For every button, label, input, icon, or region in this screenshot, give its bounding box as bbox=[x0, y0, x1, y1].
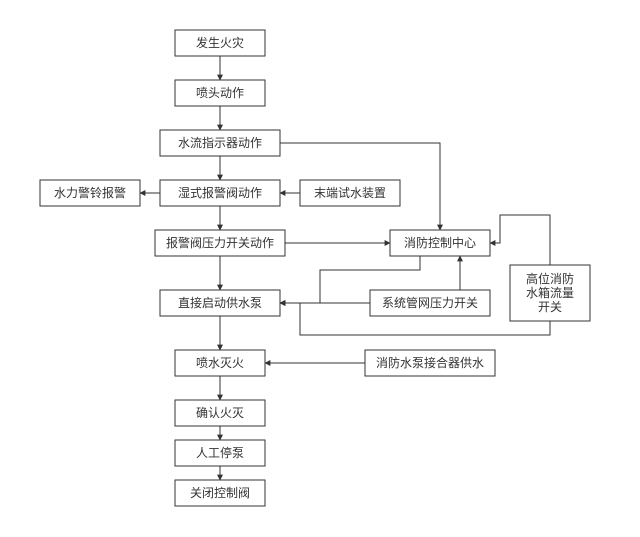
node-label: 发生火灾 bbox=[196, 35, 244, 50]
node-label: 喷水灭火 bbox=[196, 356, 244, 370]
node-label: 确认火灭 bbox=[196, 406, 244, 420]
node-label: 水箱流量 bbox=[526, 285, 574, 300]
node-label: 开关 bbox=[538, 300, 562, 314]
node-label: 高位消防 bbox=[526, 271, 574, 286]
node-label: 水力警铃报警 bbox=[54, 185, 126, 200]
node-label: 末端试水装置 bbox=[314, 185, 386, 200]
flowchart-node-n2: 喷头动作 bbox=[175, 80, 265, 106]
flowchart-node-n8: 消防控制中心 bbox=[390, 230, 490, 256]
node-label: 喷头动作 bbox=[196, 86, 244, 100]
node-label: 湿式报警阀动作 bbox=[178, 185, 262, 200]
node-label: 消防控制中心 bbox=[404, 235, 476, 250]
flowchart-node-n5: 湿式报警阀动作 bbox=[160, 180, 280, 206]
flowchart-node-n14: 确认火灭 bbox=[175, 400, 265, 426]
flowchart-node-n7: 报警阀压力开关动作 bbox=[155, 230, 285, 256]
flowchart-canvas: 发生火灾喷头动作水流指示器动作水力警铃报警 湿式报警阀动作 末端试水装置报警阀压力开… bbox=[0, 0, 640, 537]
flowchart-node-n12: 喷水灭火 bbox=[175, 350, 265, 376]
node-label: 水流指示器动作 bbox=[178, 135, 262, 150]
node-label: 系统管网压力开关 bbox=[382, 295, 478, 310]
flowchart-node-n3: 水流指示器动作 bbox=[160, 130, 280, 156]
flowchart-edge bbox=[490, 215, 550, 265]
flowchart-node-n9: 直接启动供水泵 bbox=[160, 290, 280, 316]
node-label: 报警阀压力开关动作 bbox=[166, 235, 274, 250]
flowchart-node-n10: 系统管网压力开关 bbox=[370, 290, 490, 316]
flowchart-node-n1: 发生火灾 bbox=[175, 30, 265, 56]
flowchart-node-n4: 水力警铃报警 bbox=[40, 180, 140, 206]
node-label: 消防水泵接合器供水 bbox=[376, 355, 484, 370]
flowchart-node-n15: 人工停泵 bbox=[175, 440, 265, 466]
flowchart-node-n13: 消防水泵接合器供水 bbox=[365, 350, 495, 376]
node-label: 直接启动供水泵 bbox=[178, 295, 262, 310]
node-label: 人工停泵 bbox=[196, 445, 244, 460]
node-label: 关闭控制阀 bbox=[190, 486, 250, 500]
flowchart-node-n11: 高位消防水箱流量开关 bbox=[510, 265, 590, 321]
flowchart-node-n6: 末端试水装置 bbox=[300, 180, 400, 206]
flowchart-node-n16: 关闭控制阀 bbox=[175, 480, 265, 506]
